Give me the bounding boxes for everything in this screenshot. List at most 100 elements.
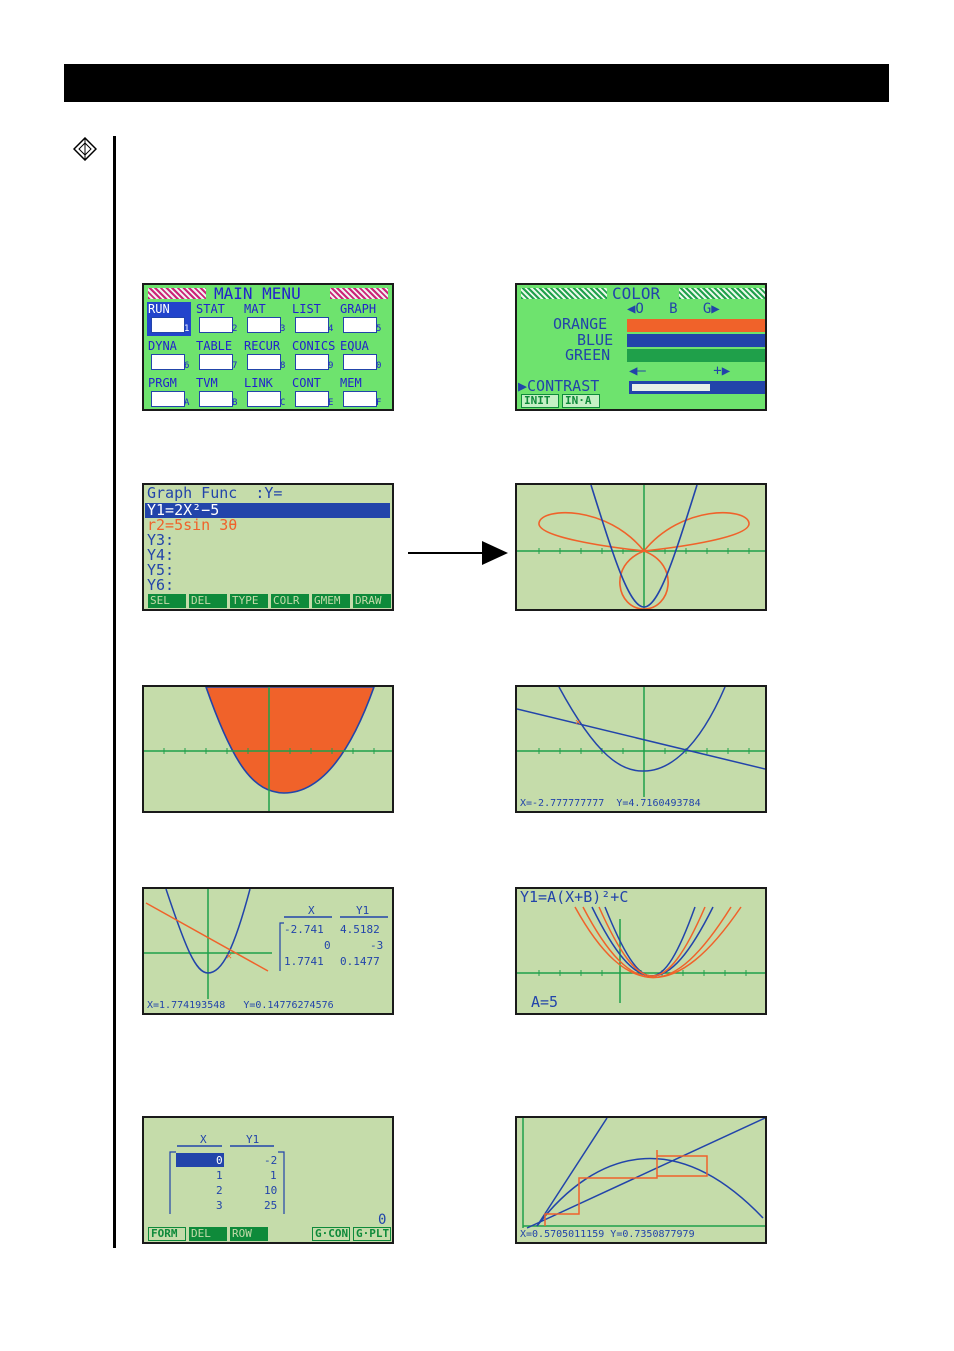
form-key[interactable]: FORM bbox=[148, 1227, 186, 1241]
recur-cursor bbox=[176, 1153, 224, 1167]
y1-highlight bbox=[145, 503, 390, 518]
colr-key[interactable]: COLR bbox=[271, 594, 309, 608]
menu-icon-picture bbox=[295, 317, 329, 333]
init-key[interactable]: INIT bbox=[521, 394, 559, 408]
recur-col-x: X bbox=[200, 1133, 207, 1146]
menu-icon-table[interactable]: TABLE 7 bbox=[195, 339, 239, 373]
menu-icon-key: 2 bbox=[232, 324, 238, 334]
table-row-3-y[interactable]: 0.1477 bbox=[340, 955, 380, 968]
gmem-key[interactable]: GMEM bbox=[312, 594, 350, 608]
y6-line[interactable]: Y6: bbox=[147, 576, 175, 594]
diamond-bullet-icon bbox=[73, 137, 97, 161]
type-key[interactable]: TYPE bbox=[230, 594, 268, 608]
table-row-1-y[interactable]: 4.5182 bbox=[340, 923, 380, 936]
menu-icon-key: C bbox=[280, 398, 286, 408]
menu-icon-key: 1 bbox=[184, 324, 190, 334]
recur-row-1-x[interactable]: 0 bbox=[216, 1154, 223, 1167]
g-plt-key[interactable]: G·PLT bbox=[353, 1227, 391, 1241]
sel-key[interactable]: SEL bbox=[148, 594, 186, 608]
trace-readout: X=-2.777777777 Y=4.7160493784 bbox=[520, 798, 701, 809]
menu-icon-dyna[interactable]: DYNA 6 bbox=[147, 339, 191, 373]
menu-icon-label: CONICS bbox=[292, 339, 336, 353]
menu-icon-key: E bbox=[328, 398, 334, 408]
menu-icon-graph[interactable]: GRAPH 5 bbox=[339, 302, 383, 336]
menu-icon-picture bbox=[343, 317, 377, 333]
header-bar bbox=[64, 64, 889, 102]
menu-icon-key: 9 bbox=[328, 361, 334, 371]
menu-icon-picture bbox=[151, 354, 185, 370]
menu-icon-prgm[interactable]: PRGM A bbox=[147, 376, 191, 409]
contrast-label: ▶CONTRAST bbox=[518, 377, 600, 395]
menu-icon-picture bbox=[295, 354, 329, 370]
menu-icon-equa[interactable]: EQUA 0 bbox=[339, 339, 383, 373]
menu-icon-stat[interactable]: STAT 2 bbox=[195, 302, 239, 336]
svg-text:✕: ✕ bbox=[226, 951, 232, 962]
menu-icon-picture bbox=[247, 354, 281, 370]
contrast-arrows: ◀— +▶ bbox=[629, 363, 731, 379]
menu-icon-key: 4 bbox=[328, 324, 334, 334]
orange-bar[interactable] bbox=[627, 319, 765, 332]
recur-row-1-y[interactable]: -2 bbox=[264, 1154, 278, 1167]
y3-line[interactable]: Y3: bbox=[147, 531, 175, 549]
menu-icon-mat[interactable]: MAT 3 bbox=[243, 302, 287, 336]
menu-icon-conics[interactable]: CONICS 9 bbox=[291, 339, 335, 373]
color-settings-screen: COLOR ◀O B G▶ ORANGE BLUE GREEN ◀— +▶ ▶C… bbox=[515, 283, 767, 411]
menu-icon-label: GRAPH bbox=[340, 302, 377, 316]
table-row-1-x[interactable]: -2.741 bbox=[284, 923, 324, 936]
dynamic-graph: Y1=A(X+B)²+C A=5 bbox=[515, 887, 767, 1015]
web-readout: X=0.5705011159 Y=0.7350877979 bbox=[520, 1229, 695, 1240]
recur-row-2-x[interactable]: 1 bbox=[216, 1169, 223, 1182]
del-key[interactable]: DEL bbox=[189, 594, 227, 608]
menu-icon-key: F bbox=[376, 398, 382, 408]
recur-row-3-x[interactable]: 2 bbox=[216, 1184, 223, 1197]
menu-icon-label: PRGM bbox=[148, 376, 177, 390]
dyna-param: A=5 bbox=[531, 993, 559, 1011]
table-row-3-x[interactable]: 1.7741 bbox=[284, 955, 324, 968]
row-key[interactable]: ROW bbox=[230, 1227, 268, 1241]
green-bar[interactable] bbox=[627, 349, 765, 362]
menu-icon-label: LINK bbox=[244, 376, 273, 390]
menu-icon-link[interactable]: LINK C bbox=[243, 376, 287, 409]
y5-line[interactable]: Y5: bbox=[147, 561, 175, 579]
graph-table-screen: ✕ X Y1 -2.741 4.5182 0 -3 1.7741 0.1477 … bbox=[142, 887, 394, 1015]
table-row-2-x[interactable]: 0 bbox=[324, 939, 331, 952]
menu-icon-list[interactable]: LIST 4 bbox=[291, 302, 335, 336]
recur-row-2-y[interactable]: 1 bbox=[270, 1169, 277, 1182]
menu-icon-picture bbox=[199, 317, 233, 333]
menu-icon-picture bbox=[151, 391, 185, 407]
menu-icon-label: LIST bbox=[292, 302, 321, 316]
rose-parabola-graph bbox=[515, 483, 767, 611]
recur-row-4-y[interactable]: 25 bbox=[264, 1199, 278, 1212]
trace-graph: ✕ X=-2.777777777 Y=4.7160493784 bbox=[515, 685, 767, 813]
menu-icon-cont[interactable]: CONT E bbox=[291, 376, 335, 409]
dyna-formula: Y1=A(X+B)²+C bbox=[520, 888, 629, 906]
recur-row-3-y[interactable]: 10 bbox=[264, 1184, 278, 1197]
g-con-key[interactable]: G·CON bbox=[312, 1227, 350, 1241]
in-a-key[interactable]: IN·A bbox=[562, 394, 600, 408]
menu-icon-mem[interactable]: MEM F bbox=[339, 376, 383, 409]
margin-rule bbox=[113, 136, 116, 1248]
menu-icon-key: 6 bbox=[184, 361, 190, 371]
menu-icon-recur[interactable]: RECUR 8 bbox=[243, 339, 287, 373]
table-row-2-y[interactable]: -3 bbox=[370, 939, 384, 952]
menu-icon-key: A bbox=[184, 398, 190, 408]
draw-key[interactable]: DRAW bbox=[353, 594, 391, 608]
y4-line[interactable]: Y4: bbox=[147, 546, 175, 564]
recur-del-key[interactable]: DEL bbox=[189, 1227, 227, 1241]
menu-icon-picture bbox=[199, 354, 233, 370]
contrast-slider[interactable] bbox=[629, 381, 765, 394]
green-label: GREEN bbox=[565, 346, 611, 364]
y1-line[interactable]: Y1=2X²−5 bbox=[147, 501, 220, 519]
r2-line[interactable]: r2=5sin 3θ bbox=[147, 516, 238, 534]
recur-row-4-x[interactable]: 3 bbox=[216, 1199, 223, 1212]
table-graph-readout: X=1.774193548 Y=0.14776274576 bbox=[147, 1000, 334, 1011]
right-arrow-icon bbox=[408, 541, 508, 565]
menu-icon-key: 8 bbox=[280, 361, 286, 371]
menu-icon-tvm[interactable]: TVM B bbox=[195, 376, 239, 409]
blue-bar[interactable] bbox=[627, 334, 765, 347]
main-menu-screen: MAIN MENU RUN 1 STAT 2 MAT 3 LIST 4 GRAPH 5 DYNA 6 T… bbox=[142, 283, 394, 411]
blue-label: BLUE bbox=[577, 331, 614, 349]
main-menu-title: MAIN MENU bbox=[214, 284, 301, 303]
menu-icon-run[interactable]: RUN 1 bbox=[147, 302, 191, 336]
menu-icon-label: MAT bbox=[244, 302, 266, 316]
